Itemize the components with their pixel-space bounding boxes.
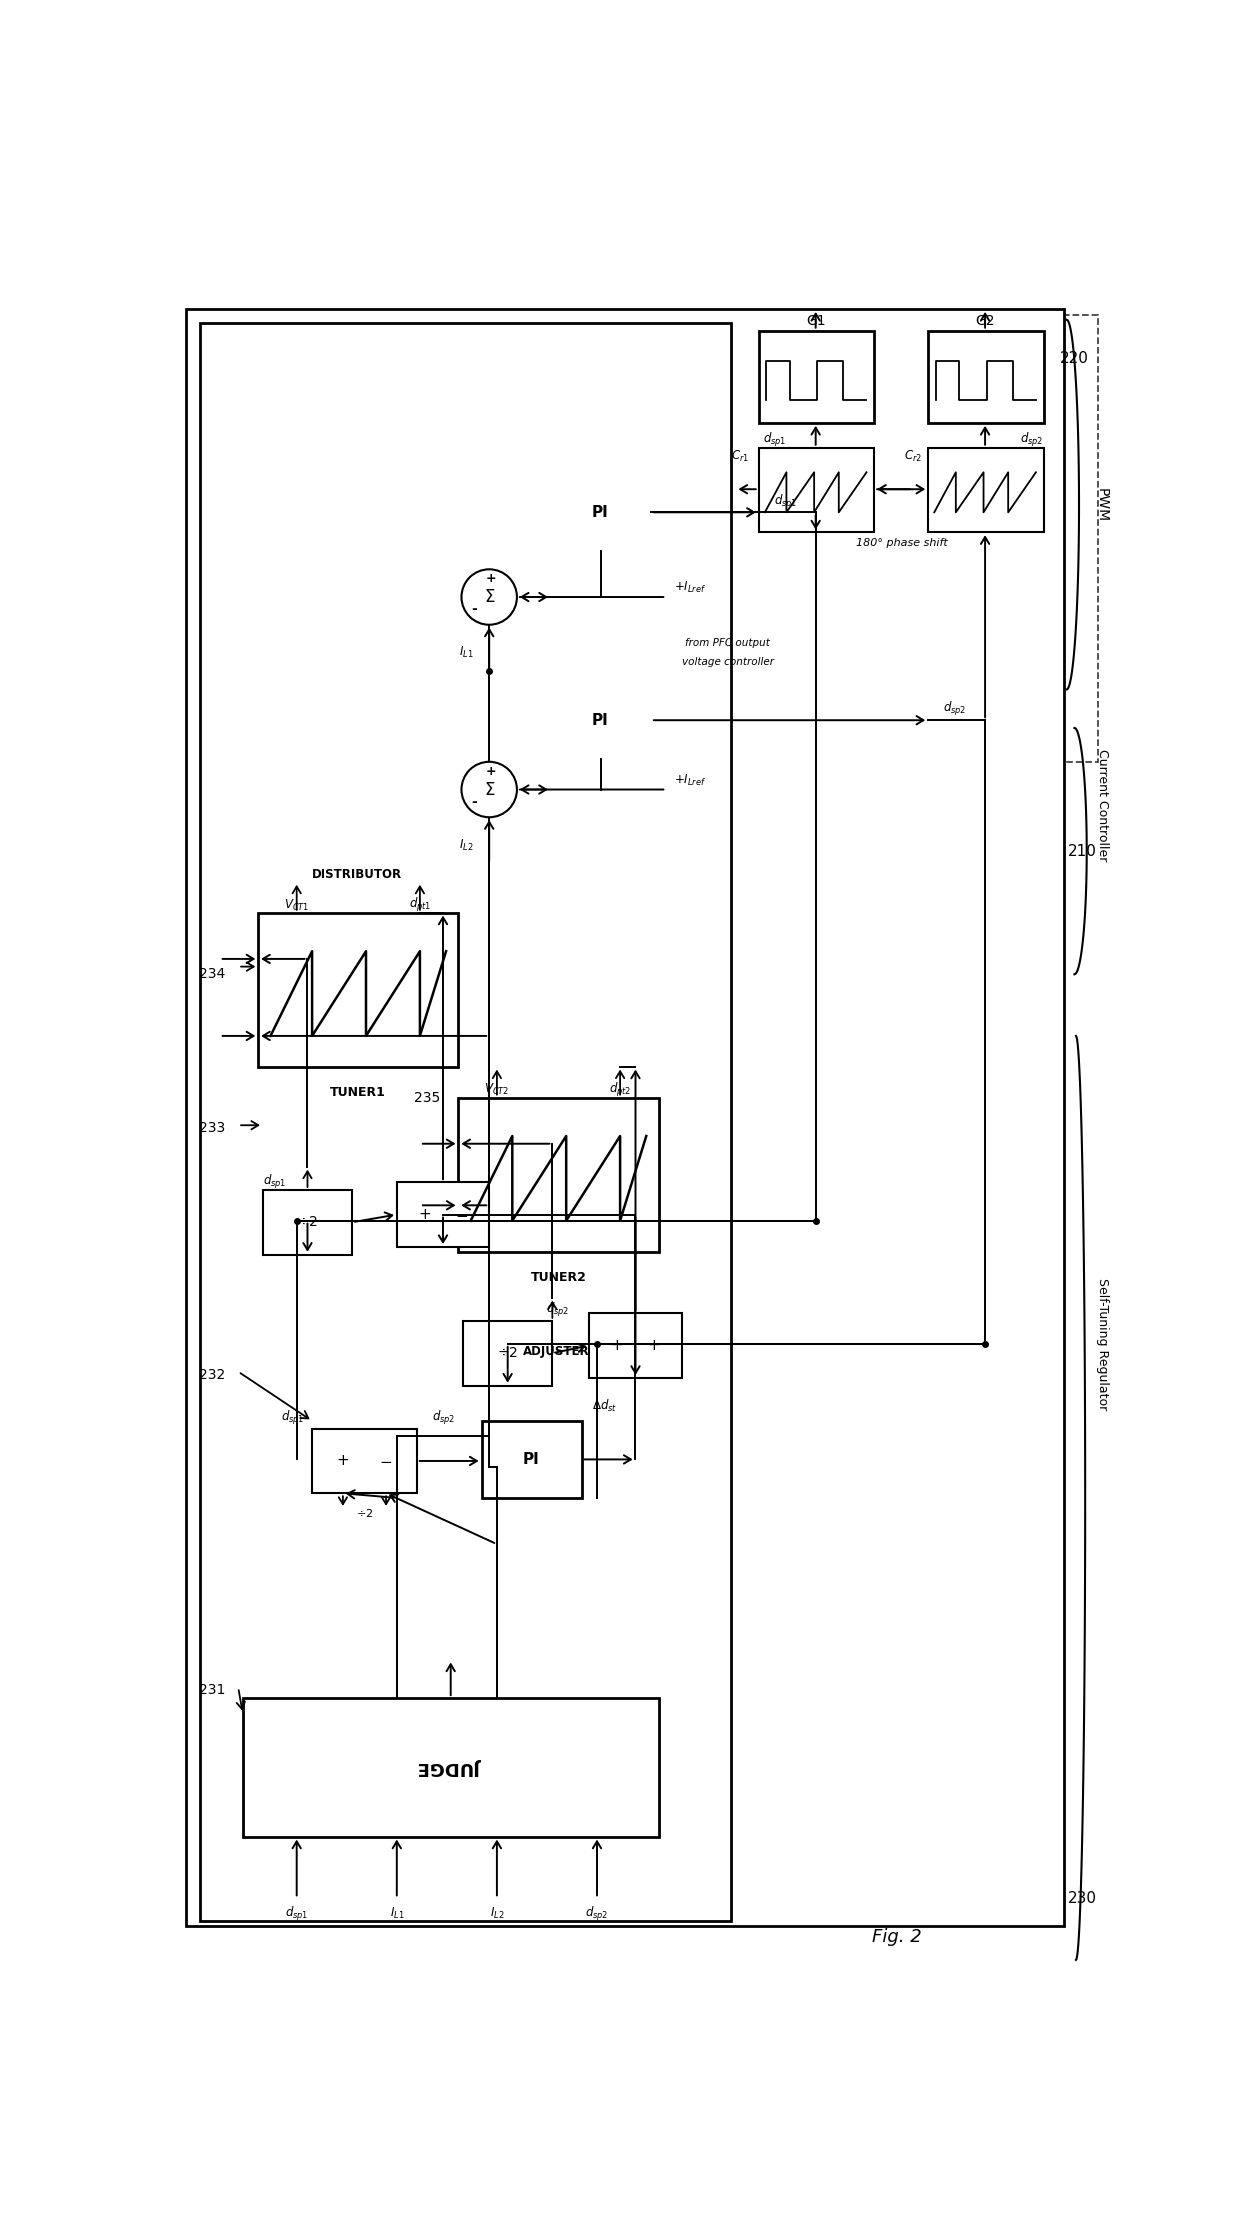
Text: $d_{sp2}$: $d_{sp2}$ — [585, 1906, 609, 1923]
Text: G1: G1 — [806, 315, 826, 328]
Text: $I_{L1}$: $I_{L1}$ — [389, 1906, 404, 1921]
Bar — [481, 1420, 582, 1498]
Bar — [728, 315, 1097, 762]
Bar — [263, 1190, 352, 1254]
Bar — [759, 330, 874, 423]
Text: $d_{sp1}$: $d_{sp1}$ — [285, 1906, 309, 1923]
Text: $\div 2$: $\div 2$ — [296, 1214, 317, 1230]
Text: Self-Tuning Regulator: Self-Tuning Regulator — [1096, 1279, 1109, 1409]
Text: $d_{sp2}$: $d_{sp2}$ — [546, 1301, 569, 1319]
Circle shape — [461, 762, 517, 818]
Text: $d_{pt1}$: $d_{pt1}$ — [409, 895, 432, 913]
Bar — [463, 1321, 552, 1385]
Text: PI: PI — [591, 505, 609, 521]
Text: Current Controller: Current Controller — [1096, 749, 1109, 862]
Bar — [205, 866, 735, 1314]
Text: Fig. 2: Fig. 2 — [873, 1928, 923, 1946]
Text: JUDGE: JUDGE — [419, 1760, 482, 1777]
Text: TUNER1: TUNER1 — [330, 1086, 386, 1099]
Text: +: + — [485, 765, 496, 778]
Text: $d_{sp1}$: $d_{sp1}$ — [263, 1172, 286, 1192]
Text: 232: 232 — [198, 1367, 226, 1383]
Text: PWM: PWM — [1095, 488, 1109, 521]
Text: $d_{sp2}$: $d_{sp2}$ — [433, 1409, 455, 1427]
Text: DISTRIBUTOR: DISTRIBUTOR — [312, 869, 402, 880]
Bar — [312, 1429, 417, 1494]
Text: $+I_{Lref}$: $+I_{Lref}$ — [675, 581, 707, 596]
Bar — [243, 1697, 658, 1837]
Bar — [397, 1181, 490, 1248]
Text: from PFC output: from PFC output — [686, 638, 770, 649]
Text: TUNER2: TUNER2 — [531, 1272, 587, 1285]
Text: -: - — [471, 603, 476, 616]
Bar — [200, 324, 732, 1921]
Text: $\Delta d_{st}$: $\Delta d_{st}$ — [591, 1398, 618, 1414]
Bar — [205, 1343, 735, 1622]
Text: +: + — [485, 572, 496, 585]
Text: 231: 231 — [198, 1684, 226, 1697]
Bar — [551, 683, 651, 758]
Text: $\div 2$: $\div 2$ — [497, 1345, 518, 1361]
Text: 230: 230 — [1068, 1890, 1096, 1906]
Text: $d_{sp1}$: $d_{sp1}$ — [281, 1409, 304, 1427]
Text: $I_{L2}$: $I_{L2}$ — [490, 1906, 505, 1921]
Text: $-$: $-$ — [379, 1454, 393, 1469]
Text: $\Sigma$: $\Sigma$ — [484, 780, 495, 798]
Text: $d_{pt2}$: $d_{pt2}$ — [609, 1081, 631, 1099]
Text: $d_{sp2}$: $d_{sp2}$ — [944, 700, 967, 718]
Bar — [450, 315, 728, 962]
Text: PI: PI — [522, 1451, 539, 1467]
Bar — [928, 330, 1044, 423]
Text: -: - — [471, 796, 476, 809]
Text: $C_{r1}$: $C_{r1}$ — [732, 450, 749, 465]
Text: $d_{sp1}$: $d_{sp1}$ — [763, 430, 786, 450]
Text: $d_{sp1}$: $d_{sp1}$ — [774, 492, 797, 510]
Text: 233: 233 — [198, 1121, 226, 1135]
Text: $C_{r2}$: $C_{r2}$ — [904, 450, 921, 465]
Text: $V_{CT2}$: $V_{CT2}$ — [485, 1081, 510, 1097]
Bar — [589, 1314, 682, 1378]
Text: +: + — [647, 1338, 661, 1354]
Text: 210: 210 — [1068, 844, 1096, 858]
Text: ADJUSTER: ADJUSTER — [523, 1345, 589, 1358]
Text: $I_{L2}$: $I_{L2}$ — [459, 838, 474, 853]
Text: PI: PI — [591, 714, 609, 727]
Bar — [551, 474, 651, 552]
Bar — [759, 448, 874, 532]
Text: $V_{CT1}$: $V_{CT1}$ — [284, 897, 309, 913]
Circle shape — [461, 570, 517, 625]
Text: $\div 2$: $\div 2$ — [356, 1507, 373, 1520]
Text: 180° phase shift: 180° phase shift — [856, 538, 947, 547]
Text: G2: G2 — [976, 315, 994, 328]
Text: $d_{sp2}$: $d_{sp2}$ — [1021, 430, 1044, 450]
Text: $-$: $-$ — [455, 1208, 467, 1221]
Text: $I_{L1}$: $I_{L1}$ — [459, 645, 474, 660]
Text: 234: 234 — [198, 968, 226, 982]
Text: 220: 220 — [1060, 350, 1089, 366]
Bar — [258, 913, 459, 1066]
Text: +: + — [336, 1454, 350, 1469]
Text: $\Sigma$: $\Sigma$ — [484, 587, 495, 605]
Text: 235: 235 — [414, 1090, 440, 1104]
Bar — [928, 448, 1044, 532]
Text: $+I_{Lref}$: $+I_{Lref}$ — [675, 773, 707, 789]
Text: voltage controller: voltage controller — [682, 656, 774, 667]
Bar — [459, 1097, 658, 1252]
Text: +: + — [610, 1338, 624, 1354]
Text: +: + — [418, 1208, 430, 1221]
